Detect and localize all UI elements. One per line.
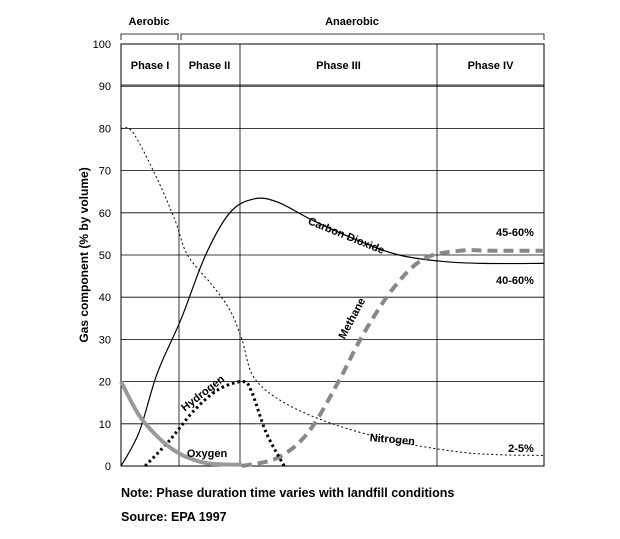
phase-label: Phase I xyxy=(131,60,170,72)
y-axis-tick-labels: 0 10 20 30 40 50 60 70 80 90 100 xyxy=(93,39,111,473)
y-tick-label: 20 xyxy=(99,377,111,389)
regime-label: Anaerobic xyxy=(325,16,379,28)
phase-dividers: Phase I Phase II Phase III Phase IV xyxy=(131,44,514,466)
phase-duration-note: Note: Phase duration time varies with la… xyxy=(121,486,455,500)
y-tick-label: 30 xyxy=(99,334,111,346)
series-lines xyxy=(119,127,545,468)
regime-label: Aerobic xyxy=(129,16,170,28)
series-line-carbon-dioxide xyxy=(120,197,545,467)
series-label-nitrogen: Nitrogen xyxy=(369,432,415,448)
y-tick-label: 90 xyxy=(99,81,111,93)
series-line-methane xyxy=(241,248,544,468)
phase-label: Phase III xyxy=(316,60,361,72)
series-line-oxygen xyxy=(119,380,242,467)
phase-label: Phase II xyxy=(189,60,231,72)
range-annotation: 40-60% xyxy=(496,275,534,287)
source-note: Source: EPA 1997 xyxy=(121,510,227,524)
regime-bracket xyxy=(120,33,179,40)
phase-label: Phase IV xyxy=(468,60,515,72)
y-tick-label: 100 xyxy=(93,39,111,51)
y-axis-label: Gas component (% by volume) xyxy=(77,167,91,342)
grid-lines xyxy=(121,84,544,425)
range-annotation: 2-5% xyxy=(508,443,534,455)
y-tick-label: 10 xyxy=(99,419,111,431)
range-annotation: 45-60% xyxy=(496,227,534,239)
series-label-carbon-dioxide: Carbon Dioxide xyxy=(306,215,386,257)
regime-bracket xyxy=(180,33,545,40)
y-tick-label: 0 xyxy=(105,461,111,473)
y-tick-label: 40 xyxy=(99,292,111,304)
series-label-methane: Methane xyxy=(337,296,369,341)
y-tick-label: 80 xyxy=(99,123,111,135)
series-label-hydrogen: Hydrogen xyxy=(179,373,227,414)
y-tick-label: 70 xyxy=(99,166,111,178)
y-tick-label: 50 xyxy=(99,250,111,262)
y-tick-label: 60 xyxy=(99,208,111,220)
series-label-oxygen: Oxygen xyxy=(187,448,228,460)
regime-brackets: Aerobic Anaerobic xyxy=(120,16,545,40)
